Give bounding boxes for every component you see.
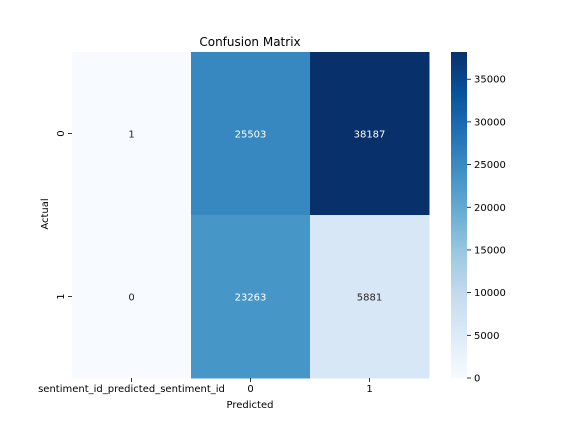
colorbar-tick-label: 5000	[474, 331, 499, 342]
y-tick-label: 0	[56, 130, 67, 136]
heatmap-cell	[310, 52, 430, 216]
y-axis-ticks: 01	[56, 130, 72, 300]
heatmap-cell	[191, 215, 311, 379]
cell-value-label: 0	[128, 293, 134, 304]
x-tick-label: sentiment_id_predicted_sentiment_id	[38, 384, 225, 395]
cell-value-label: 23263	[235, 293, 267, 304]
x-axis-label: Predicted	[227, 400, 274, 411]
cell-value-label: 5881	[357, 293, 382, 304]
cell-value-label: 38187	[354, 130, 386, 141]
heatmap-cell	[191, 52, 311, 216]
colorbar-tick-label: 0	[474, 374, 480, 385]
colorbar-tick-label: 15000	[474, 245, 506, 256]
heatmap-cell	[72, 215, 192, 379]
x-tick-label: 1	[366, 384, 372, 395]
colorbar-ticks: 0 5000 10000 15000 20000 25000 30000 35000	[467, 75, 506, 385]
cell-value-label: 25503	[235, 130, 267, 141]
x-tick-label: 0	[247, 384, 253, 395]
colorbar-tick-label: 35000	[474, 75, 506, 86]
chart-title: Confusion Matrix	[199, 35, 300, 49]
heatmap-cell	[310, 215, 430, 379]
heatmap-cells: 1 25503 38187 0 23263 5881	[72, 52, 430, 379]
colorbar-tick-label: 20000	[474, 203, 506, 214]
colorbar-tick-label: 30000	[474, 117, 506, 128]
x-axis-ticks: sentiment_id_predicted_sentiment_id 0 1	[38, 378, 373, 395]
colorbar	[451, 52, 467, 378]
colorbar-tick-label: 10000	[474, 288, 506, 299]
heatmap-cell	[72, 52, 192, 216]
y-axis-label: Actual	[40, 198, 51, 229]
cell-value-label: 1	[128, 130, 134, 141]
colorbar-tick-label: 25000	[474, 160, 506, 171]
y-tick-label: 1	[56, 293, 67, 299]
